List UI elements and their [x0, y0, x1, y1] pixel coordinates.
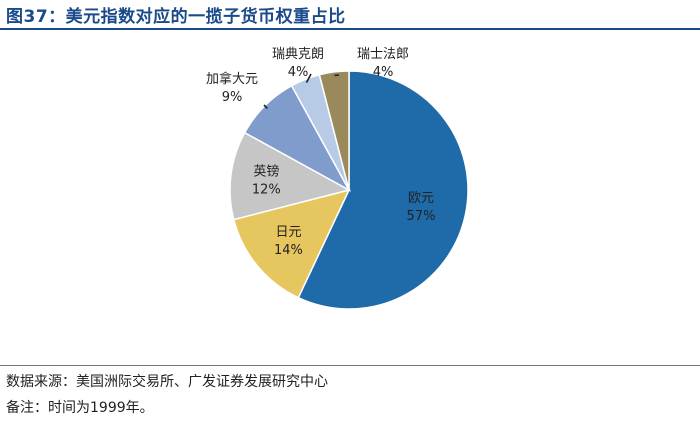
slice-5-name-label: 瑞士法郎 — [357, 47, 409, 62]
figure-title: 图37：美元指数对应的一揽子货币权重占比 — [6, 7, 346, 27]
slice-5-value-label: 4% — [373, 65, 394, 80]
slice-1-wedge — [232, 188, 351, 299]
slice-2-name-label: 英镑 — [253, 164, 279, 180]
slice-4-leader-line — [305, 73, 312, 84]
leader-lines — [263, 73, 340, 109]
slice-3-leader-line — [263, 104, 268, 109]
slice-labels: 欧元 57% 日元 14% 英镑 12% 加拿大元 9% 瑞典克朗 4% 瑞士法郎 4% — [206, 47, 435, 258]
pie-chart: 欧元 57% 日元 14% 英镑 12% 加拿大元 9% 瑞典克朗 4% 瑞士法郎 4% — [206, 47, 469, 310]
remark-note: 备注：时间为1999年。 — [6, 400, 154, 416]
slice-5-wedge — [318, 70, 350, 191]
slice-2-wedge — [229, 131, 352, 221]
slice-1-name-label: 日元 — [275, 225, 301, 240]
slice-1-value-label: 14% — [274, 243, 303, 258]
title-rule — [0, 28, 700, 30]
slice-4-value-label: 4% — [288, 65, 309, 80]
slice-0-value-label: 57% — [407, 209, 436, 224]
slice-0-name-label: 欧元 — [408, 191, 434, 206]
slice-4-name-label: 瑞典克朗 — [272, 47, 324, 62]
slice-3-value-label: 9% — [222, 90, 243, 105]
slice-0-wedge — [297, 70, 469, 310]
pie-slices — [229, 70, 469, 310]
footer-rule — [0, 365, 700, 366]
source-note: 数据来源：美国洲际交易所、广发证券发展研究中心 — [6, 374, 328, 390]
slice-3-name-label: 加拿大元 — [206, 71, 258, 87]
slice-2-value-label: 12% — [252, 183, 281, 198]
